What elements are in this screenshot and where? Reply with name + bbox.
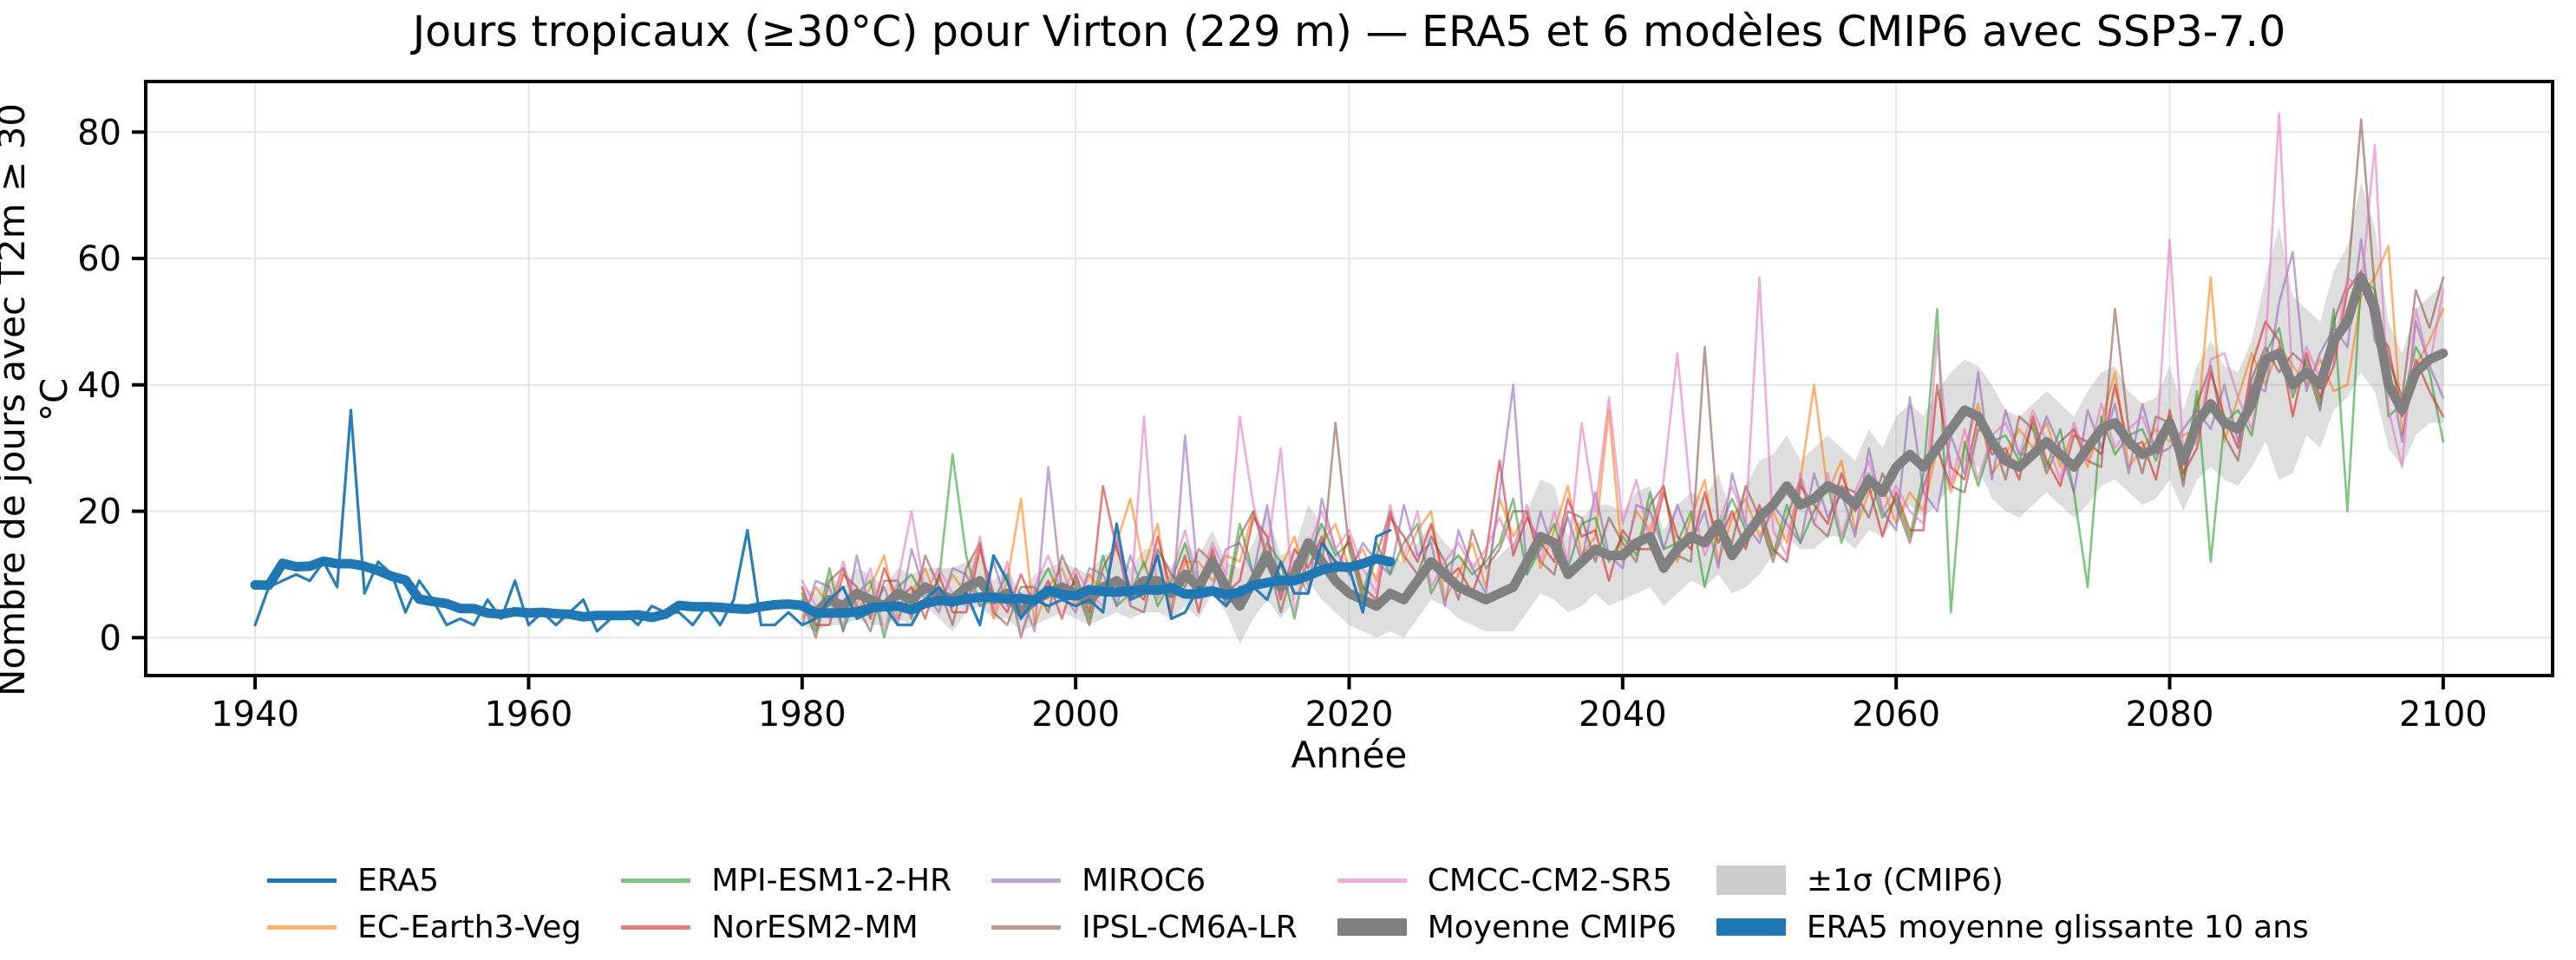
- x-tick-label-2020: 2020: [1305, 695, 1394, 735]
- legend-label: ±1σ (CMIP6): [1806, 862, 2004, 898]
- legend-item-miroc6: MIROC6: [991, 863, 1298, 898]
- legend-swatch: [1337, 918, 1407, 936]
- y-tick-label-60: 60: [77, 239, 121, 279]
- legend-label: ERA5: [357, 862, 440, 898]
- legend-label: MIROC6: [1082, 862, 1206, 898]
- legend-swatch: [621, 878, 691, 883]
- x-tick-label-2060: 2060: [1852, 695, 1940, 735]
- y-tick-label-20: 20: [77, 493, 121, 532]
- series-cmcc-cm2-sr5: [801, 112, 2445, 639]
- legend-swatch: [991, 924, 1062, 930]
- legend-swatch: [991, 878, 1062, 883]
- legend-item-ipsl-cm6a-lr: IPSL-CM6A-LR: [991, 910, 1298, 945]
- legend-swatch: [1716, 865, 1786, 895]
- legend-swatch: [1337, 878, 1407, 883]
- chart-title: Jours tropicaux (≥30°C) pour Virton (229…: [412, 7, 2286, 56]
- legend-item-mpi-esm1-2-hr: MPI-ESM1-2-HR: [621, 863, 951, 898]
- series-noresm2-mm: [801, 270, 2445, 627]
- x-tick-label-2000: 2000: [1031, 695, 1120, 735]
- legend-label: CMCC-CM2-SR5: [1427, 862, 1673, 898]
- legend-swatch: [621, 924, 691, 930]
- x-tick-label-1940: 1940: [211, 695, 299, 735]
- x-tick-label-2100: 2100: [2399, 695, 2488, 735]
- legend: ERA5 EC-Earth3-Veg MPI-ESM1-2-HR NorESM2-MM…: [0, 857, 2576, 950]
- y-tick-label-80: 80: [77, 113, 121, 153]
- legend-swatch: [267, 924, 337, 930]
- legend-label: NorESM2-MM: [711, 909, 919, 945]
- y-tick-label-0: 0: [100, 618, 121, 658]
- series-miroc6: [801, 238, 2445, 633]
- legend-label: ERA5 moyenne glissante 10 ans: [1806, 909, 2309, 945]
- x-tick-label-1980: 1980: [758, 695, 847, 735]
- legend-label: Moyenne CMIP6: [1427, 909, 1677, 945]
- legend-label: IPSL-CM6A-LR: [1082, 909, 1298, 945]
- legend-label: EC-Earth3-Veg: [357, 909, 582, 945]
- x-tick-label-2040: 2040: [1579, 695, 1667, 735]
- x-tick-label-1960: 1960: [485, 695, 573, 735]
- legend-item-era5-moyenne-glissante-10-ans: ERA5 moyenne glissante 10 ans: [1716, 910, 2309, 945]
- legend-item-moyenne-cmip6: Moyenne CMIP6: [1337, 910, 1677, 945]
- legend-swatch: [267, 878, 337, 883]
- y-tick-label-40: 40: [77, 366, 121, 406]
- legend-label: MPI-ESM1-2-HR: [711, 862, 952, 898]
- x-tick-label-2080: 2080: [2126, 695, 2214, 735]
- legend-item-era5: ERA5: [267, 863, 581, 898]
- series-mpi-esm1-2-hr: [801, 276, 2445, 639]
- legend-item-ec-earth3-veg: EC-Earth3-Veg: [267, 910, 581, 945]
- series-era5-rolling-mean: [250, 553, 1396, 623]
- legend-item--1-cmip6-: ±1σ (CMIP6): [1716, 863, 2309, 898]
- x-axis-title: Année: [1291, 734, 1408, 776]
- legend-item-noresm2-mm: NorESM2-MM: [621, 910, 951, 945]
- legend-item-cmcc-cm2-sr5: CMCC-CM2-SR5: [1337, 863, 1677, 898]
- legend-swatch: [1716, 918, 1786, 936]
